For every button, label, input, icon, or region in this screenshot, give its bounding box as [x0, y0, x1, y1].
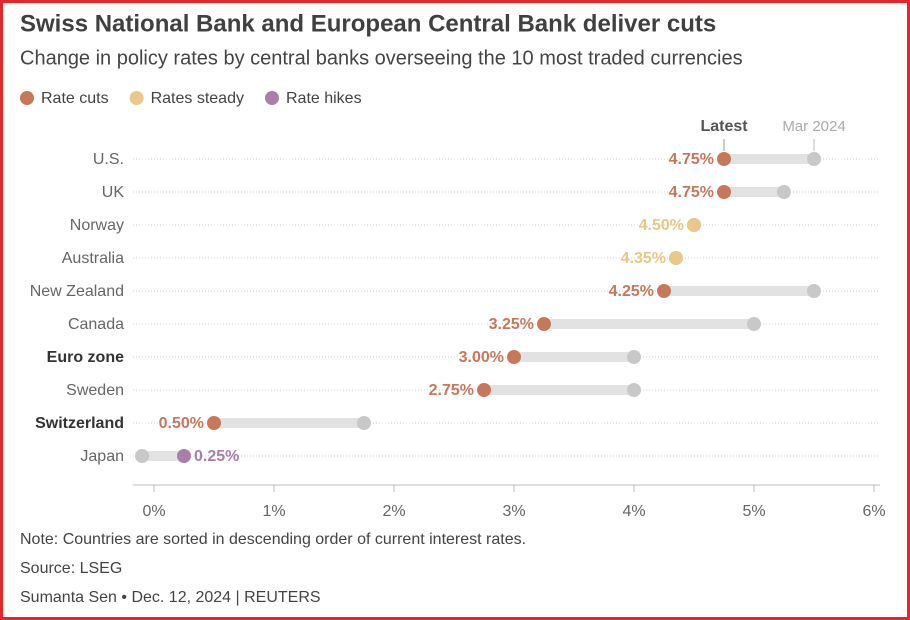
x-tick-label: 5% [742, 503, 765, 520]
value-label: 4.75% [669, 151, 714, 168]
x-tick-label: 4% [622, 503, 645, 520]
latest-dot [207, 416, 221, 430]
chart-title: Swiss National Bank and European Central… [20, 10, 716, 37]
category-label: U.S. [93, 151, 124, 168]
latest-dot [687, 218, 701, 232]
x-tick-label: 3% [502, 503, 525, 520]
chart: Swiss National Bank and European Central… [20, 10, 886, 606]
category-label: Sweden [66, 382, 124, 399]
x-tick-label: 0% [142, 503, 165, 520]
value-label: 4.35% [621, 250, 666, 267]
series-header: Mar 2024 [782, 118, 845, 135]
latest-dot [507, 350, 521, 364]
category-label: Norway [70, 217, 124, 234]
latest-dot [717, 152, 731, 166]
latest-dot [717, 185, 731, 199]
series-header: Latest [700, 118, 748, 135]
category-label: Switzerland [35, 415, 124, 432]
legend-marker [129, 91, 144, 105]
latest-dot [537, 317, 551, 331]
previous-dot [747, 317, 761, 331]
legend-marker [264, 91, 279, 105]
latest-dot [657, 284, 671, 298]
category-label: UK [102, 184, 125, 201]
previous-dot [357, 416, 371, 430]
legend-marker [20, 91, 34, 105]
category-label: Australia [62, 250, 124, 267]
value-label: 0.50% [159, 415, 204, 432]
legend-label: Rate hikes [286, 90, 362, 107]
value-label: 0.25% [194, 448, 239, 465]
previous-dot [807, 152, 821, 166]
legend-label: Rate cuts [41, 90, 109, 107]
value-label: 4.50% [639, 217, 684, 234]
latest-dot [669, 251, 683, 265]
x-tick-label: 6% [862, 503, 885, 520]
value-label: 4.25% [609, 283, 654, 300]
chart-subtitle: Change in policy rates by central banks … [20, 47, 743, 69]
category-label: Japan [80, 448, 124, 465]
latest-dot [477, 383, 491, 397]
legend-label: Rates steady [151, 90, 244, 107]
category-label: Canada [68, 316, 124, 333]
value-label: 3.25% [489, 316, 534, 333]
value-label: 3.00% [459, 349, 504, 366]
previous-dot [135, 449, 149, 463]
category-label: New Zealand [30, 283, 124, 300]
category-label: Euro zone [47, 349, 124, 366]
value-label: 2.75% [429, 382, 474, 399]
x-tick-label: 2% [382, 503, 405, 520]
previous-dot [777, 185, 791, 199]
latest-dot [177, 449, 191, 463]
x-tick-label: 1% [262, 503, 285, 520]
previous-dot [627, 383, 641, 397]
note: Note: Countries are sorted in descending… [20, 531, 526, 548]
byline: Sumanta Sen • Dec. 12, 2024 | REUTERS [20, 589, 321, 606]
previous-dot [807, 284, 821, 298]
value-label: 4.75% [669, 184, 714, 201]
previous-dot [627, 350, 641, 364]
source: Source: LSEG [20, 560, 122, 577]
